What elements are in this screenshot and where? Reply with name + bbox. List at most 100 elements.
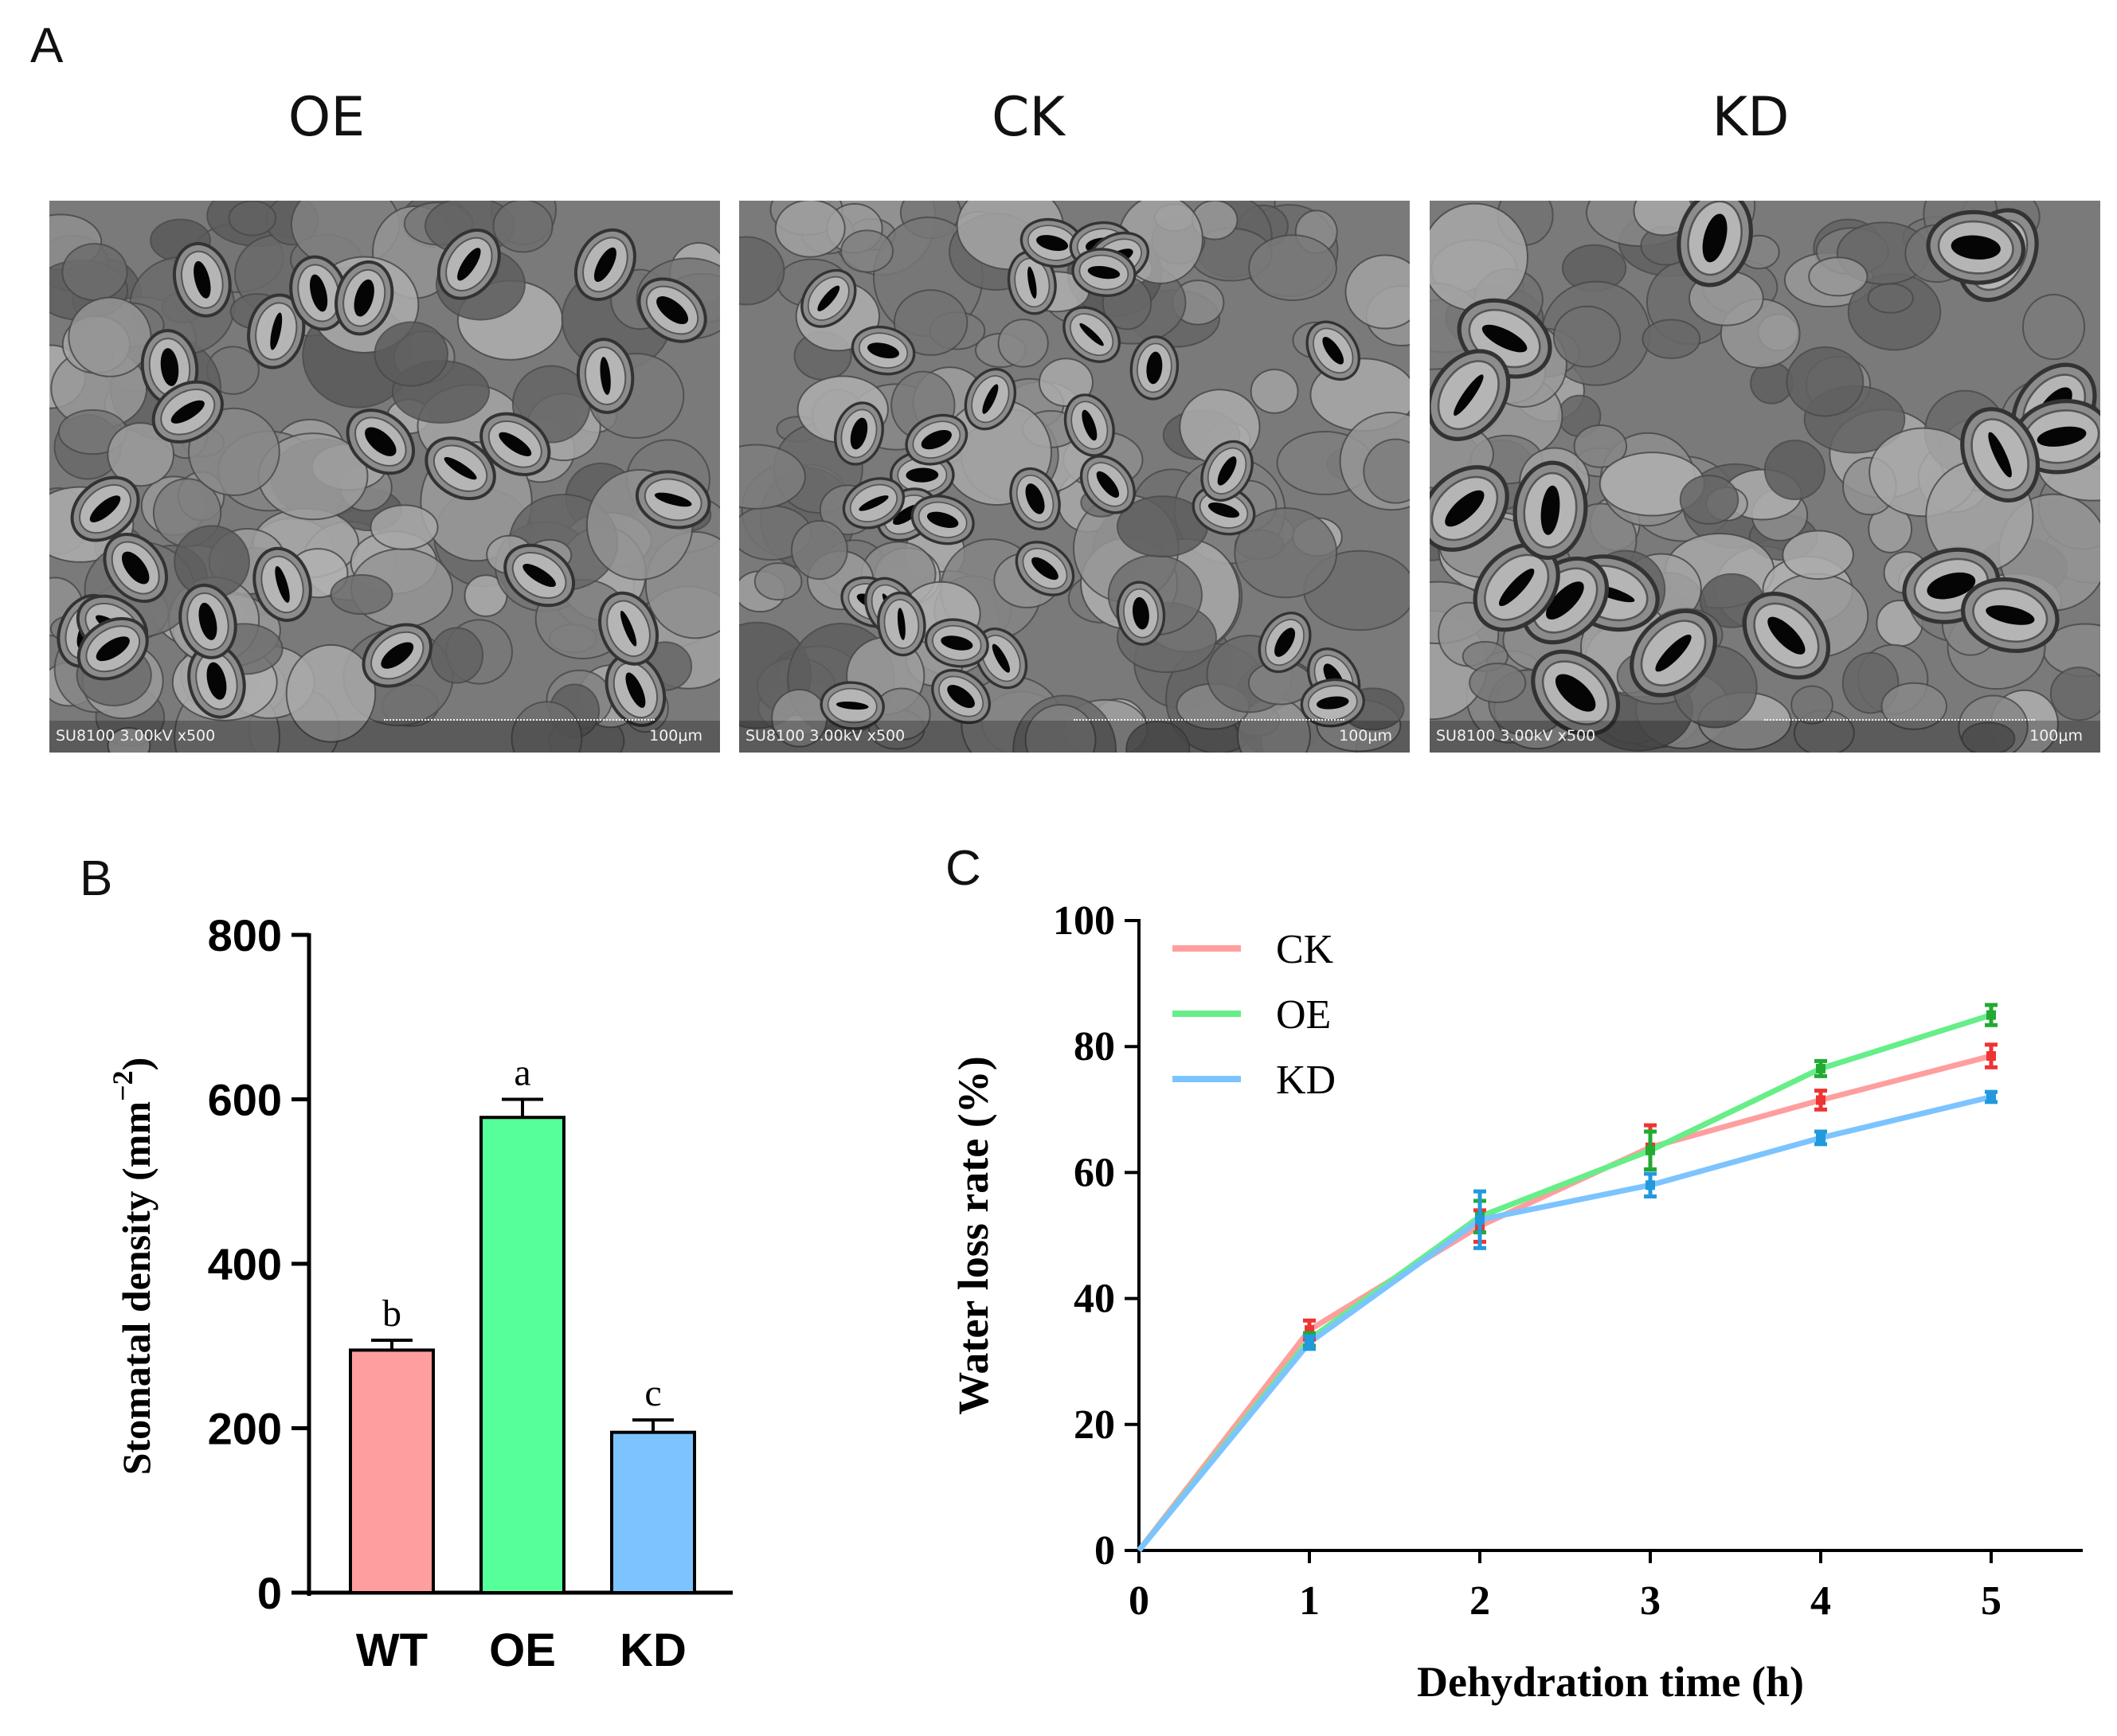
stoma bbox=[1305, 320, 1361, 381]
stoma bbox=[576, 338, 635, 414]
stoma bbox=[335, 260, 394, 336]
stomatal-pore bbox=[194, 260, 211, 299]
epidermal-cell bbox=[2021, 293, 2086, 361]
data-point bbox=[1816, 1095, 1825, 1105]
epidermal-cell bbox=[1024, 703, 1097, 753]
stomatal-pore bbox=[941, 635, 973, 651]
stoma bbox=[1926, 209, 2026, 285]
sem-scale-text: 100μm bbox=[649, 727, 702, 745]
sem-title-ck: CK bbox=[991, 86, 1066, 149]
data-point bbox=[1645, 1145, 1655, 1155]
stomatal-pore bbox=[89, 495, 121, 522]
sem-info-text: SU8100 3.00kV x500 bbox=[745, 727, 906, 745]
epidermal-cell bbox=[2049, 667, 2100, 721]
epidermal-cell bbox=[285, 643, 377, 743]
stomatal-pore bbox=[1274, 628, 1296, 657]
stomatal-pore bbox=[1481, 324, 1528, 353]
stomatal-pore bbox=[1951, 235, 2001, 260]
y-tick-label: 0 bbox=[1094, 1528, 1115, 1574]
info-bar bbox=[739, 721, 1410, 753]
epidermal-cell bbox=[107, 422, 174, 487]
stoma bbox=[1960, 577, 2060, 654]
epidermal-cell bbox=[1234, 506, 1338, 599]
data-point bbox=[1816, 1132, 1825, 1143]
significance-label: b bbox=[382, 1292, 401, 1335]
epidermal-cell bbox=[1808, 256, 1869, 297]
stoma bbox=[479, 412, 551, 477]
stoma bbox=[1531, 649, 1621, 737]
stoma bbox=[1129, 335, 1180, 401]
epidermal-cell bbox=[791, 519, 848, 581]
stoma bbox=[905, 413, 968, 466]
stomatal-pore bbox=[1927, 572, 1976, 600]
stoma bbox=[635, 470, 711, 530]
stoma bbox=[1071, 248, 1137, 297]
y-tick-label: 60 bbox=[1074, 1150, 1115, 1195]
stomatal-pore bbox=[1655, 634, 1692, 672]
epidermal-cell bbox=[1125, 721, 1191, 753]
epidermal-cell bbox=[511, 701, 583, 753]
epidermal-cell bbox=[1552, 305, 1622, 368]
stoma bbox=[842, 477, 906, 530]
stomatal-pore bbox=[867, 342, 900, 359]
stoma bbox=[252, 546, 312, 622]
x-tick-label: 5 bbox=[1981, 1578, 2002, 1624]
stomatal-pore bbox=[1079, 323, 1104, 346]
stomatal-pore bbox=[1702, 213, 1728, 263]
stomatal-pore bbox=[1499, 569, 1535, 607]
significance-label: a bbox=[514, 1052, 530, 1094]
y-tick-label: 200 bbox=[208, 1404, 282, 1454]
epidermal-cell bbox=[492, 201, 554, 253]
stoma bbox=[151, 380, 224, 444]
bar-kd bbox=[610, 1430, 696, 1594]
x-tick-label: 3 bbox=[1640, 1578, 1661, 1624]
stomatal-pore bbox=[206, 662, 227, 700]
sem-image-ck: SU8100 3.00kV x500 100μm bbox=[739, 201, 1410, 753]
epidermal-cell bbox=[228, 201, 277, 237]
stoma bbox=[924, 618, 989, 668]
series-line-kd bbox=[1137, 1094, 1992, 1553]
x-tick-label: 4 bbox=[1810, 1578, 1831, 1624]
epidermal-cell bbox=[107, 726, 151, 753]
stomatal-pore bbox=[275, 565, 290, 603]
panel-c-label: C bbox=[945, 841, 981, 896]
stomatal-pore bbox=[620, 610, 637, 647]
stomatal-pore bbox=[1988, 432, 2012, 478]
sem-texture-kd bbox=[1430, 201, 2100, 753]
stomatal-pore bbox=[835, 701, 869, 710]
stomatal-pore bbox=[1207, 502, 1240, 518]
stomatal-pore bbox=[365, 427, 397, 456]
stoma bbox=[436, 229, 501, 300]
stomatal-pore bbox=[457, 248, 481, 281]
sem-info-text: SU8100 3.00kV x500 bbox=[56, 727, 216, 745]
epidermal-cell bbox=[1679, 475, 1739, 525]
data-point bbox=[1645, 1180, 1655, 1191]
stomatal-pore bbox=[1217, 456, 1237, 486]
legend-label-ck: CK bbox=[1276, 927, 1334, 972]
sem-scale-ruler bbox=[1074, 719, 1344, 722]
epidermal-cell bbox=[997, 319, 1049, 368]
stomatal-pore bbox=[947, 685, 975, 709]
stoma bbox=[1009, 467, 1061, 530]
sem-scale-ruler bbox=[384, 719, 655, 722]
stoma bbox=[1079, 455, 1136, 514]
stoma bbox=[1015, 541, 1075, 596]
stomatal-pore bbox=[982, 384, 999, 414]
bar-chart: 0 200 400 600 800 Stomatal density (mm−2) b WT a… bbox=[112, 910, 733, 1676]
stomatal-pore bbox=[444, 457, 477, 480]
epidermal-cell bbox=[840, 229, 894, 273]
stomatal-pore bbox=[897, 608, 906, 640]
stomatal-pore bbox=[1027, 266, 1037, 299]
stomatal-pore bbox=[1087, 266, 1121, 280]
stoma bbox=[851, 325, 916, 376]
x-tick-label: 2 bbox=[1469, 1578, 1490, 1624]
epidermal-cell bbox=[1763, 440, 1826, 501]
stoma bbox=[425, 436, 496, 501]
stomatal-pore bbox=[1540, 485, 1560, 535]
stomatal-pore bbox=[1082, 409, 1098, 441]
stomatal-pore bbox=[160, 348, 179, 386]
stoma bbox=[820, 681, 885, 730]
y-tick-label: 20 bbox=[1074, 1402, 1115, 1448]
epidermal-cell bbox=[1363, 438, 1410, 504]
epidermal-cell bbox=[1961, 721, 2016, 753]
